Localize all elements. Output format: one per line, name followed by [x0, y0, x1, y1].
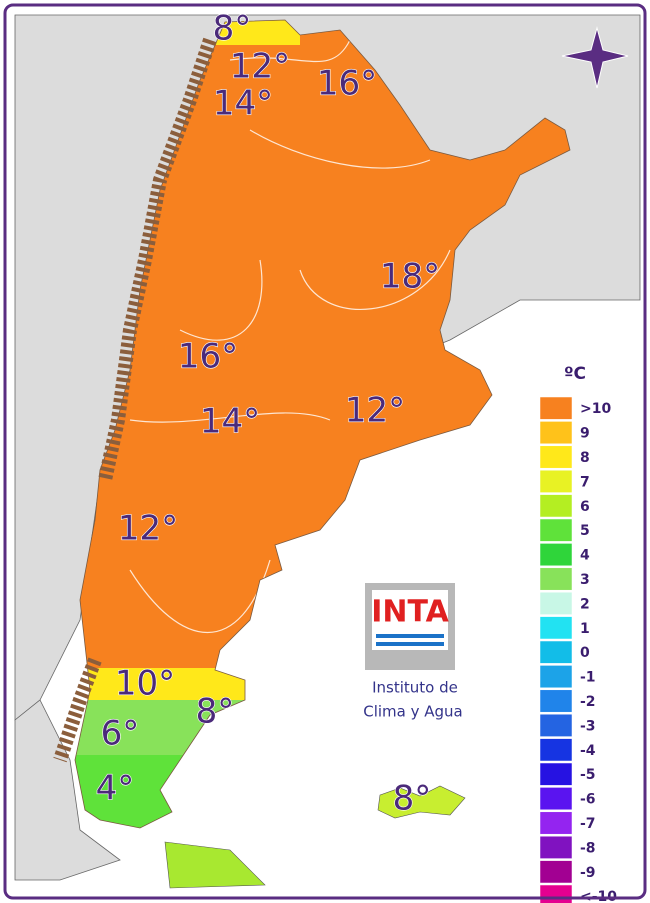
logo-stripe: [376, 642, 444, 646]
legend-swatch: [539, 738, 573, 762]
legend-label: 3: [580, 572, 590, 588]
tierra-del-fuego: [164, 841, 266, 889]
legend-swatch: [539, 860, 573, 884]
isotherm-label: 8°: [196, 692, 235, 732]
compass-rose: [561, 26, 629, 89]
legend-swatch: [539, 884, 573, 903]
legend-swatch: [539, 835, 573, 859]
legend-label: -3: [580, 718, 596, 734]
legend-swatch: [539, 469, 573, 493]
logo-text: INTA: [371, 595, 449, 630]
legend-label: -4: [580, 743, 596, 759]
legend-label: 2: [580, 596, 590, 612]
legend-label: >10: [580, 401, 611, 417]
legend-swatch: [539, 396, 573, 420]
legend-label: 9: [580, 426, 590, 442]
isotherm-label: 16°: [317, 64, 377, 104]
legend-label: 6: [580, 499, 590, 515]
legend-swatch: [539, 787, 573, 811]
legend-swatch: [539, 665, 573, 689]
legend-label: -8: [580, 840, 596, 856]
legend-label: -6: [580, 792, 596, 808]
isotherm-label: 12°: [230, 47, 290, 87]
legend-label: 4: [580, 548, 590, 564]
legend-swatch: [539, 689, 573, 713]
legend-swatch: [539, 713, 573, 737]
isotherm-label: 6°: [101, 714, 140, 754]
isotherm-label: 10°: [115, 664, 175, 704]
no-data-area: [53, 37, 217, 763]
legend-label: 1: [580, 621, 590, 637]
isotherm-label: 8°: [393, 779, 432, 819]
frame: [3, 3, 647, 900]
legend-swatch: [539, 640, 573, 664]
isotherm-label: 8°: [213, 9, 252, 49]
isotherm-label: 14°: [200, 402, 260, 442]
isotherm-label: 12°: [118, 509, 178, 549]
legend-swatch: [539, 811, 573, 835]
legend-swatch: [539, 543, 573, 567]
legend-swatch: [539, 518, 573, 542]
isotherm-label: 16°: [178, 337, 238, 377]
isotherm-label: 4°: [96, 769, 135, 809]
legend-label: 0: [580, 645, 590, 661]
legend-label: 8: [580, 450, 590, 466]
legend-label: 5: [580, 523, 590, 539]
legend-swatch: [539, 762, 573, 786]
legend-label: -5: [580, 767, 596, 783]
isotherm-label: 12°: [345, 391, 405, 431]
isotherm-label: 14°: [213, 84, 273, 124]
logo-inner: [372, 590, 448, 650]
legend-swatch: [539, 421, 573, 445]
isotherm-line: [129, 39, 451, 633]
logo-caption: Clima y Agua: [363, 703, 463, 721]
legend-label: 7: [580, 474, 590, 490]
legend-swatch: [539, 445, 573, 469]
isotherm-label: 18°: [380, 257, 440, 297]
legend-swatch: [539, 591, 573, 615]
logo-caption: Instituto de: [372, 679, 458, 697]
legend-label: -2: [580, 694, 596, 710]
legend-swatch: [539, 494, 573, 518]
legend-swatch: [539, 567, 573, 591]
legend-label: <-10: [580, 889, 617, 903]
legend-label: -1: [580, 670, 596, 686]
islands: [377, 785, 466, 819]
legend-swatch: [539, 616, 573, 640]
legend-label: -9: [580, 865, 596, 881]
legend-title: ºC: [564, 364, 586, 384]
legend-label: -7: [580, 816, 596, 832]
neighbor-land: [14, 699, 121, 881]
logo-stripe: [376, 634, 444, 638]
